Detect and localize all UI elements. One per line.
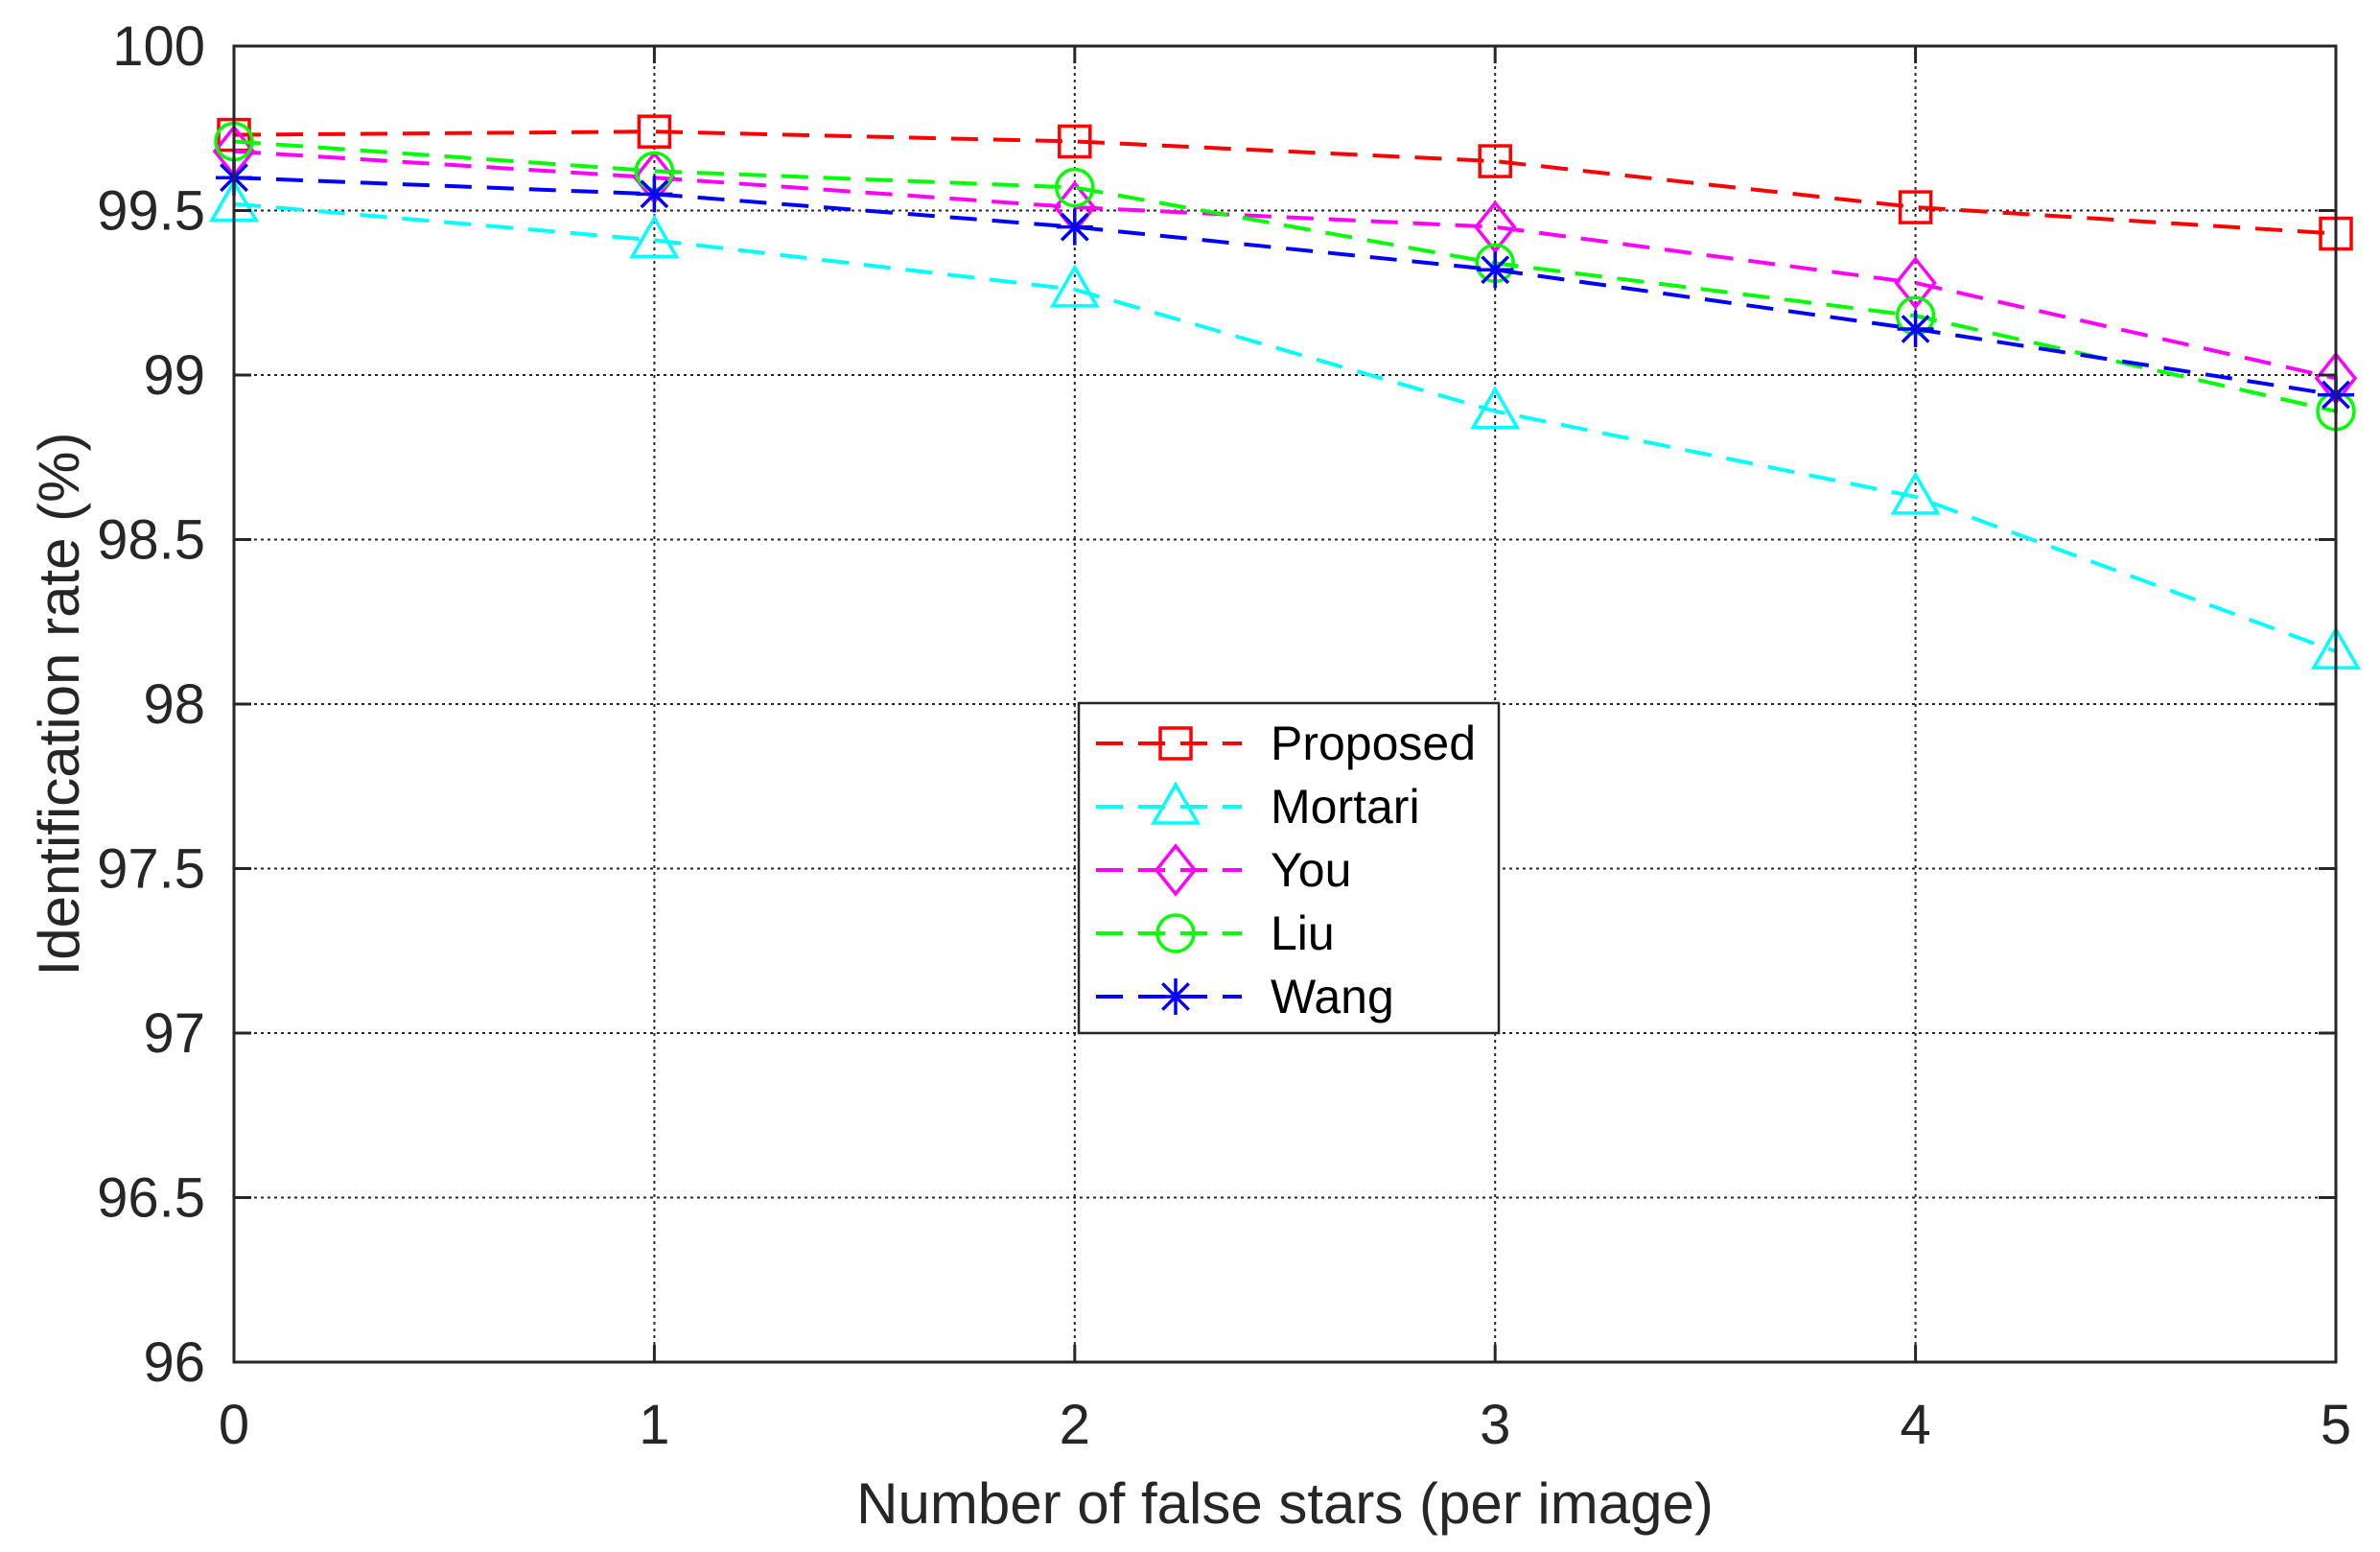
legend-marker-wang (1157, 978, 1194, 1015)
legend-marker-proposed (1158, 726, 1193, 761)
data-point-proposed (637, 114, 672, 149)
y-tick-label: 97.5 (97, 838, 205, 901)
legend-entry-mortari: Mortari (1096, 780, 1420, 834)
legend-entry-you: You (1096, 843, 1351, 897)
legend-marker-mortari (1150, 781, 1202, 825)
x-tick-label: 1 (639, 1394, 669, 1456)
series-line-mortari (233, 201, 2337, 653)
y-tick-label: 99 (143, 344, 205, 407)
data-point-liu (1055, 167, 1095, 208)
legend-label-liu: Liu (1271, 906, 1335, 960)
data-point-you (1473, 200, 1517, 254)
data-point-mortari (629, 214, 680, 259)
series-line-proposed (233, 129, 2337, 236)
data-point-proposed (1058, 124, 1092, 159)
data-point-wang (636, 176, 673, 213)
legend-marker-you (1154, 843, 1198, 897)
data-point-mortari (1470, 386, 1521, 430)
data-point-proposed (1898, 190, 1933, 224)
data-point-you (1894, 256, 1937, 310)
data-point-wang (1897, 310, 1934, 347)
legend-entry-proposed: Proposed (1096, 717, 1476, 770)
legend-label-you: You (1271, 843, 1351, 897)
series-layer (208, 114, 2362, 670)
y-tick-label: 96.5 (97, 1167, 205, 1230)
series-you (212, 124, 2358, 406)
legend-label-proposed: Proposed (1271, 717, 1476, 770)
data-point-mortari (1049, 264, 1100, 308)
y-tick-label: 98.5 (97, 509, 205, 572)
x-tick-label: 0 (219, 1394, 249, 1456)
data-point-proposed (1478, 144, 1512, 178)
data-point-wang (1056, 208, 1093, 246)
legend: Proposed Mortari You Liu Wang (1077, 701, 1501, 1035)
legend-entry-wang: Wang (1096, 970, 1394, 1023)
x-tick-label: 3 (1480, 1394, 1510, 1456)
series-mortari (208, 178, 2362, 670)
y-axis-title: Identification rate (%) (27, 433, 91, 976)
y-tick-label: 99.5 (97, 180, 205, 243)
series-line-wang (233, 176, 2337, 397)
data-point-mortari (1890, 471, 1941, 515)
series-proposed (217, 114, 2353, 251)
series-line-you (233, 149, 2337, 381)
x-tick-label: 4 (1900, 1394, 1930, 1456)
x-tick-label: 2 (1060, 1394, 1090, 1456)
x-tick-label: 5 (2321, 1394, 2351, 1456)
x-axis-title: Number of false stars (per image) (856, 1471, 1714, 1536)
legend-label-mortari: Mortari (1271, 780, 1420, 834)
y-tick-label: 97 (143, 1002, 205, 1065)
legend-entry-liu: Liu (1096, 906, 1335, 960)
y-tick-label: 96 (143, 1331, 205, 1394)
y-tick-label: 100 (112, 15, 205, 78)
y-tick-label: 98 (143, 673, 205, 736)
series-line-liu (233, 139, 2337, 413)
legend-marker-liu (1155, 913, 1196, 953)
tick-layer: 0 1 2 3 4 5 96 96.5 97 97.5 98 98.5 99 99.5 100 (97, 15, 2351, 1456)
legend-label-wang: Wang (1271, 970, 1394, 1023)
data-point-wang (1477, 251, 1514, 289)
